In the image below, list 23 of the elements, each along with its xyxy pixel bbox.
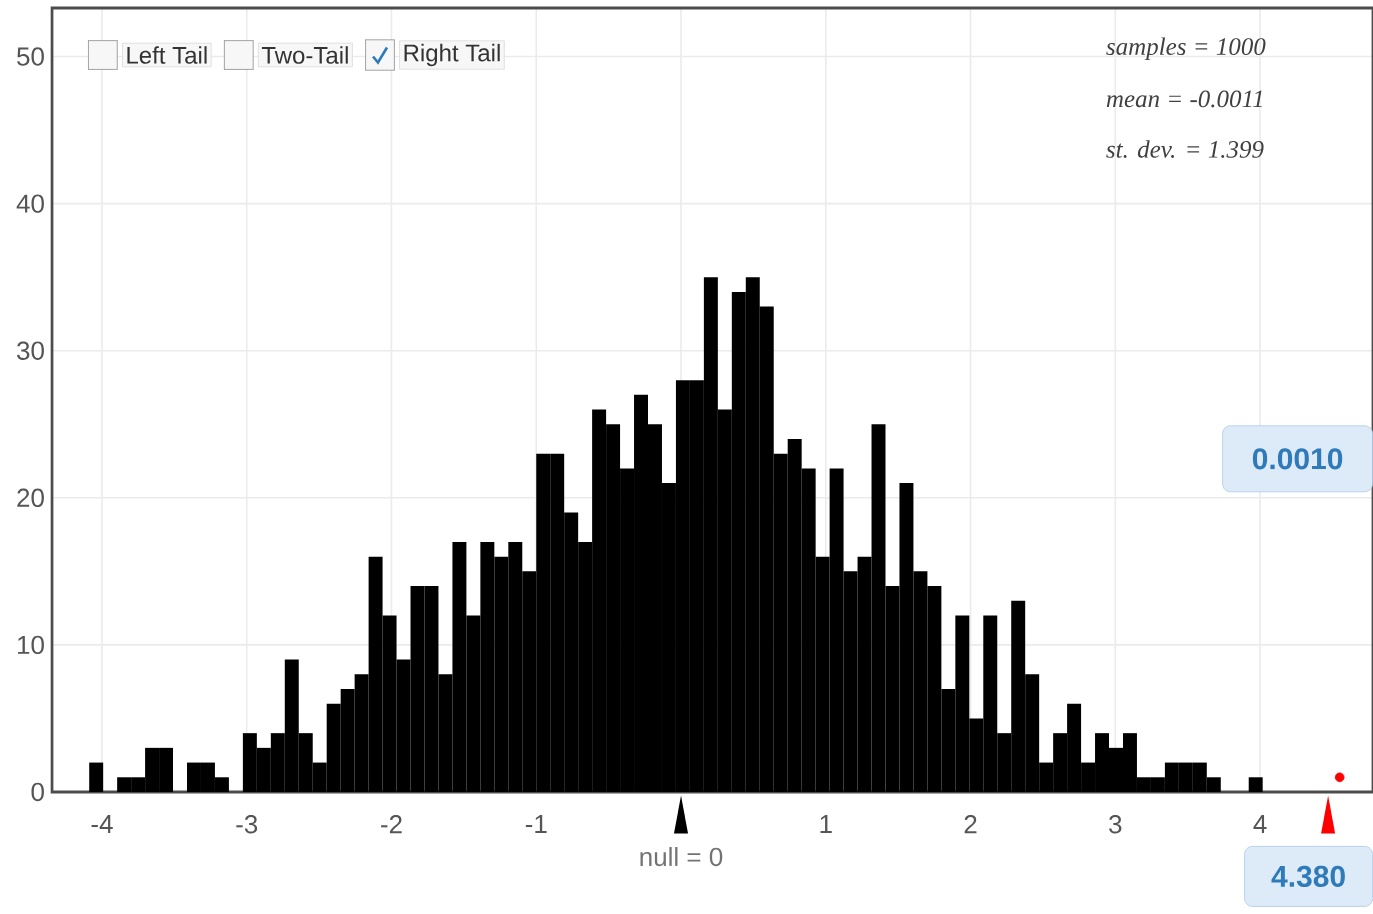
y-tick-label: 50 bbox=[17, 47, 44, 66]
annotation: Left Tail bbox=[127, 46, 207, 64]
x-tick-label: 1 bbox=[820, 815, 832, 833]
y-tick-label: 30 bbox=[17, 341, 44, 360]
x-tick-label: -2 bbox=[381, 815, 402, 834]
y-tick-label: 20 bbox=[17, 488, 44, 507]
annotation: st. dev. = 1.399 bbox=[1106, 140, 1264, 158]
y-tick-label: 40 bbox=[16, 194, 44, 213]
x-tick-label: 4 bbox=[1253, 815, 1267, 833]
annotation: mean = -0.0011 bbox=[1106, 90, 1262, 108]
x-tick-label: 3 bbox=[1109, 815, 1122, 834]
x-tick-label: -3 bbox=[236, 815, 258, 834]
y-tick-label: 10 bbox=[17, 635, 44, 655]
x-tick-label: -1 bbox=[525, 815, 547, 833]
text: 4.380 bbox=[1271, 865, 1345, 888]
annotation: samples = 1000 bbox=[1106, 37, 1266, 61]
annotation: Right Tail bbox=[404, 43, 500, 67]
annotation: Two-Tail bbox=[261, 46, 348, 64]
annotation: null = 0 bbox=[640, 847, 723, 867]
annotation: 0.0010 bbox=[1252, 448, 1343, 470]
y-tick-label: 0 bbox=[31, 782, 44, 802]
x-tick-label: 2 bbox=[964, 815, 977, 834]
x-tick-label: -4 bbox=[91, 815, 113, 833]
